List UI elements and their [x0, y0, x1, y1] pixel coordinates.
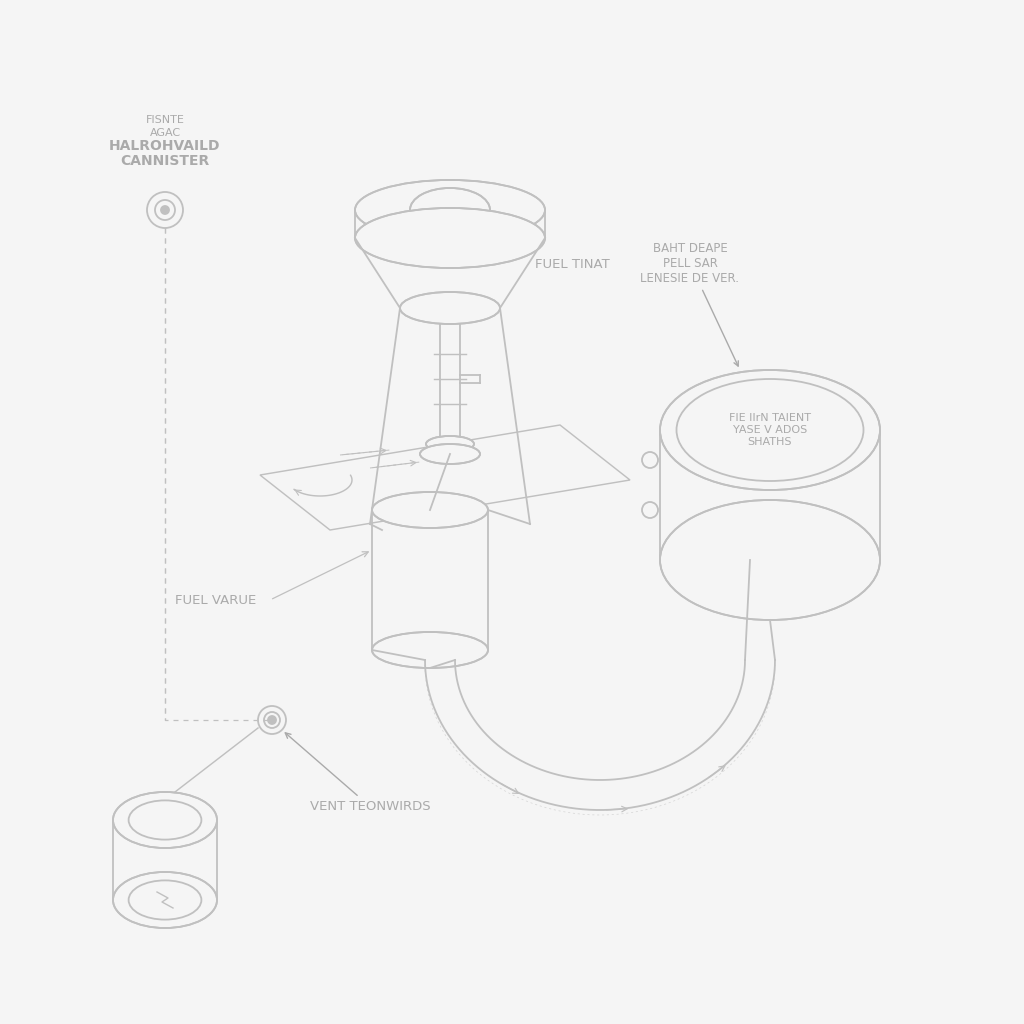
Text: FUEL VARUE: FUEL VARUE — [175, 594, 256, 606]
Ellipse shape — [420, 444, 480, 464]
Circle shape — [161, 206, 169, 214]
Text: BAHT DEAPE
PELL SAR
LENESIE DE VER.: BAHT DEAPE PELL SAR LENESIE DE VER. — [640, 242, 739, 367]
Circle shape — [147, 193, 183, 228]
Ellipse shape — [355, 180, 545, 240]
Ellipse shape — [400, 292, 500, 324]
Text: FUEL TINAT: FUEL TINAT — [535, 258, 609, 271]
Polygon shape — [260, 425, 630, 530]
Circle shape — [268, 716, 276, 724]
Circle shape — [642, 452, 658, 468]
Text: FISNTE: FISNTE — [145, 115, 184, 125]
Circle shape — [155, 200, 175, 220]
Ellipse shape — [372, 632, 488, 668]
Ellipse shape — [372, 492, 488, 528]
Ellipse shape — [113, 872, 217, 928]
Text: CANNISTER: CANNISTER — [121, 154, 210, 168]
Text: HALROHVAILD: HALROHVAILD — [110, 139, 221, 153]
Ellipse shape — [355, 208, 545, 268]
Circle shape — [642, 502, 658, 518]
Ellipse shape — [113, 792, 217, 848]
Ellipse shape — [660, 370, 880, 490]
Text: FIE IIrN TAIENT
YASE V ADOS
SHATHS: FIE IIrN TAIENT YASE V ADOS SHATHS — [729, 414, 811, 446]
Circle shape — [258, 706, 286, 734]
Ellipse shape — [410, 188, 490, 232]
Ellipse shape — [426, 436, 474, 452]
Ellipse shape — [660, 500, 880, 620]
Circle shape — [264, 712, 280, 728]
Text: AGAC: AGAC — [150, 128, 180, 138]
Text: VENT TEONWIRDS: VENT TEONWIRDS — [286, 733, 430, 813]
